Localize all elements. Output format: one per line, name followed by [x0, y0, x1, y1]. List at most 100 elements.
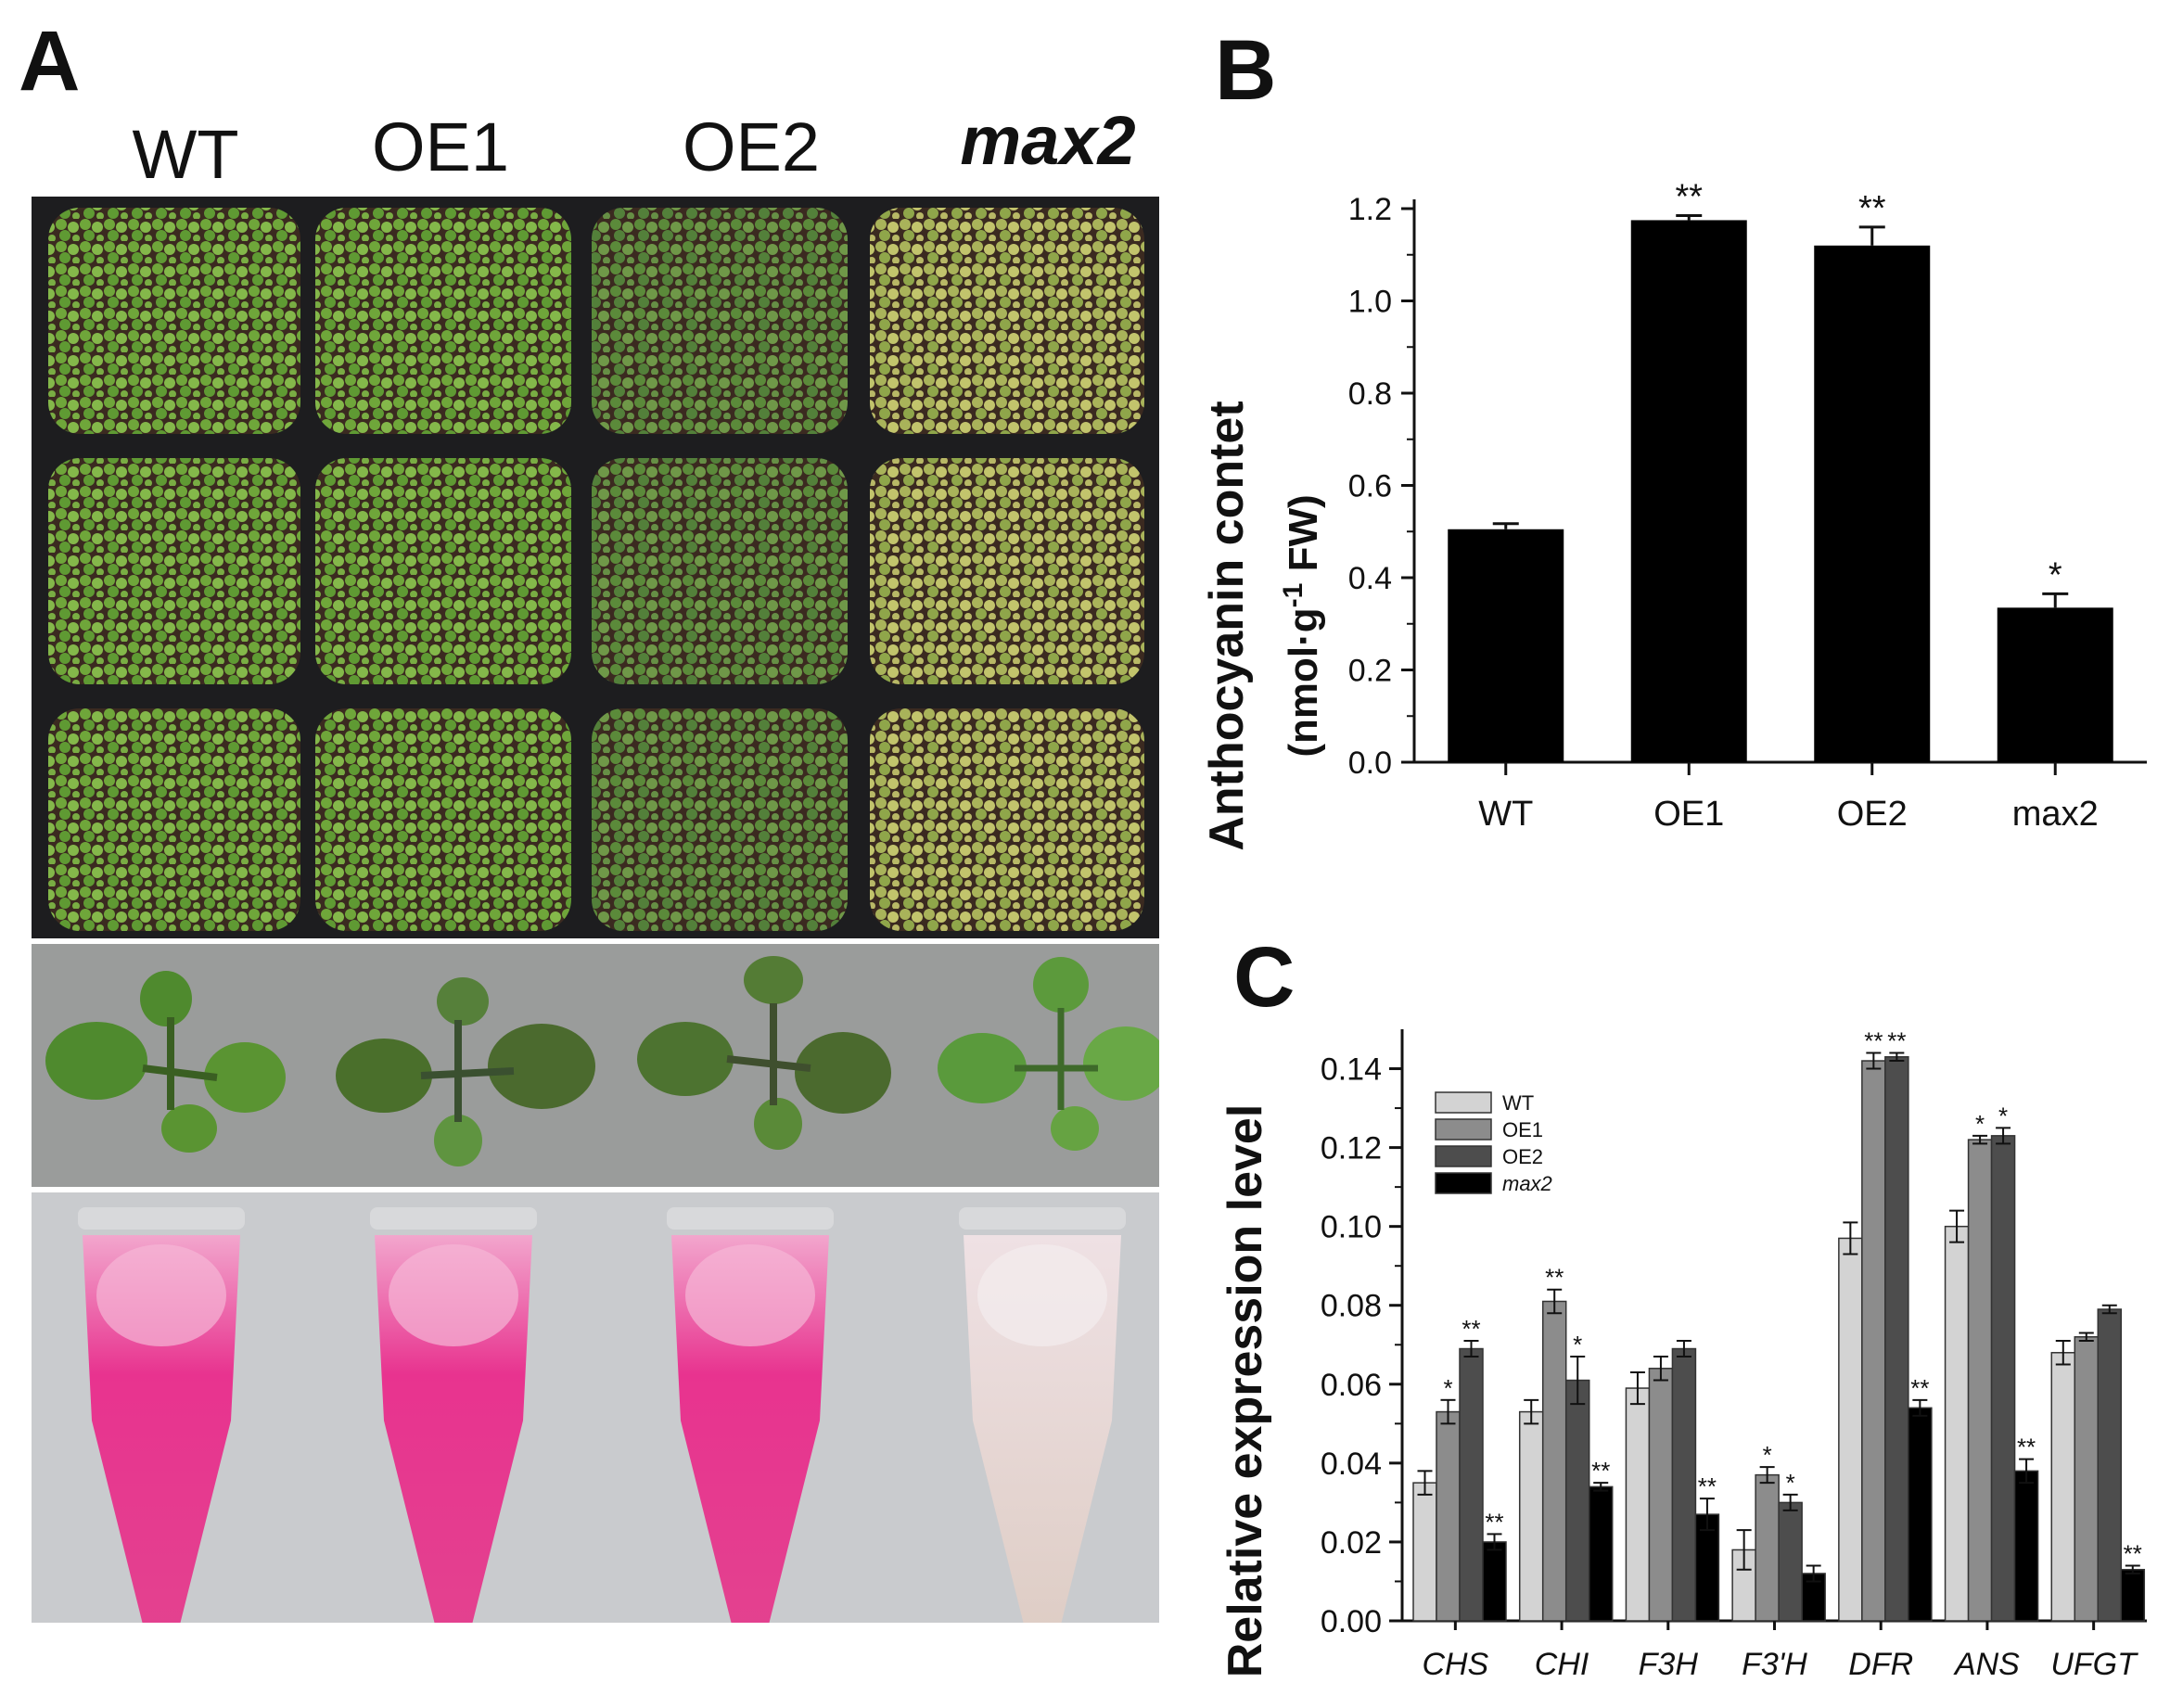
chart-c-significance: *	[1443, 1374, 1452, 1402]
chart-c-significance: *	[1763, 1441, 1772, 1469]
chart-b-significance: **	[1858, 189, 1886, 228]
chart-c-ytick-label: 0.06	[1321, 1368, 1382, 1403]
chart-c-significance: **	[1462, 1315, 1480, 1343]
chart-c-bar	[2050, 1352, 2076, 1622]
rosettes	[45, 956, 1159, 1166]
chart-c-xtick-label: CHI	[1535, 1647, 1589, 1682]
chart-c: Relative expression level 0.00 0.02 0.04 0.…	[1219, 1027, 2147, 1682]
chart-c-significance: *	[1573, 1331, 1582, 1358]
chart-b-significance: *	[2049, 555, 2062, 594]
chart-c-legend-label: max2	[1502, 1172, 1552, 1195]
chart-c-significance: **	[2017, 1434, 2036, 1461]
chart-c-significance: *	[1975, 1110, 1985, 1138]
chart-c-bar	[1588, 1485, 1614, 1622]
chart-c-significance: *	[1786, 1469, 1795, 1497]
chart-c-bar	[1755, 1473, 1780, 1622]
chart-c-ytick-label: 0.12	[1321, 1131, 1382, 1166]
chart-c-bar	[1838, 1237, 1863, 1622]
chart-b-ytick-label: 0.2	[1348, 654, 1392, 689]
chart-b-bar	[1997, 607, 2113, 762]
tubes	[78, 1207, 1126, 1623]
chart-c-bar	[2074, 1336, 2100, 1622]
chart-c-xtick-label: ANS	[1953, 1647, 2020, 1682]
chart-c-bar	[1482, 1541, 1507, 1622]
chart-c-xtick-label: CHS	[1422, 1647, 1488, 1682]
chart-c-significance: **	[1698, 1472, 1717, 1500]
chart-c-bar	[1778, 1501, 1803, 1622]
chart-c-bar	[1884, 1056, 1909, 1622]
chart-c-ytick-label: 0.00	[1321, 1604, 1382, 1639]
chart-c-bar	[1671, 1347, 1697, 1622]
chart-c-legend-label: OE1	[1502, 1118, 1543, 1141]
chart-b: Anthocyanin contet (nmol·g-1 FW) 0.00.20…	[1200, 177, 2147, 851]
chart-c-legend-label: WT	[1502, 1091, 1534, 1115]
genotype-label-max2: max2	[960, 102, 1136, 179]
chart-c-plot: 0.000.020.040.060.080.100.120.14*****CHS…	[1321, 1027, 2147, 1682]
chart-c-ytick-label: 0.10	[1321, 1210, 1382, 1245]
chart-b-bar	[1448, 529, 1564, 762]
genotype-label-oe2: OE2	[682, 108, 821, 185]
chart-c-legend-label: OE2	[1502, 1145, 1543, 1168]
chart-b-significance: **	[1675, 177, 1703, 216]
chart-c-bar	[1518, 1410, 1544, 1622]
chart-c-ytick-label: 0.14	[1321, 1052, 1382, 1088]
chart-c-ytick-label: 0.08	[1321, 1289, 1382, 1324]
chart-c-ylabel: Relative expression level	[1219, 1104, 1272, 1678]
chart-b-ytick-label: 0.8	[1348, 376, 1392, 412]
chart-b-xtick-label: WT	[1478, 795, 1533, 834]
chart-c-bar	[1944, 1225, 1970, 1622]
genotype-label-wt: WT	[132, 116, 239, 193]
chart-b-ytick-label: 0.4	[1348, 561, 1392, 596]
panel-a-photos	[32, 197, 1159, 1623]
chart-c-significance: *	[1998, 1102, 2008, 1129]
chart-b-ytick-label: 1.0	[1348, 285, 1392, 320]
chart-c-significance: **	[2124, 1539, 2142, 1567]
chart-b-bar	[1630, 220, 1747, 762]
chart-c-bar	[1908, 1407, 1933, 1622]
chart-c-bar	[1564, 1379, 1590, 1622]
chart-c-significance: **	[1485, 1508, 1503, 1536]
chart-b-xtick-label: OE1	[1653, 795, 1724, 834]
chart-c-significance: **	[1545, 1264, 1564, 1292]
chart-c-bar	[1648, 1368, 1674, 1622]
chart-c-significance: **	[1887, 1027, 1906, 1055]
genotype-label-oe1: OE1	[371, 108, 510, 185]
chart-c-xtick-label: F3'H	[1742, 1647, 1807, 1682]
chart-b-ylabel-unit: (nmol·g-1 FW)	[1278, 494, 1326, 757]
chart-b-ytick-label: 0.0	[1348, 746, 1392, 781]
chart-c-bar	[1625, 1387, 1651, 1622]
panel-label-b: B	[1215, 23, 1277, 118]
chart-c-xtick-label: UFGT	[2050, 1647, 2138, 1682]
chart-b-xtick-label: max2	[2012, 795, 2099, 834]
chart-c-ytick-label: 0.02	[1321, 1525, 1382, 1561]
chart-c-significance: **	[1910, 1374, 1929, 1402]
chart-c-bar	[1436, 1410, 1461, 1622]
chart-c-legend-swatch	[1435, 1118, 1492, 1141]
chart-c-bar	[2013, 1470, 2039, 1622]
chart-c-legend-swatch	[1435, 1091, 1492, 1114]
chart-c-bar	[1990, 1135, 2016, 1622]
chart-c-significance: **	[1591, 1457, 1610, 1485]
chart-c-legend-swatch	[1435, 1172, 1492, 1194]
chart-b-plot: 0.0 0.2 0.4 0.6 0.8 1.0 1.2 WT OE1 ** OE2 ** max2 *	[1348, 177, 2147, 834]
chart-c-significance: **	[1864, 1027, 1883, 1055]
chart-b-ytick-label: 0.6	[1348, 469, 1392, 504]
chart-b-bar	[1814, 245, 1931, 762]
panel-label-a: A	[19, 14, 81, 108]
chart-c-bar	[1412, 1482, 1437, 1622]
chart-c-legend-swatch	[1435, 1145, 1492, 1167]
chart-c-bar	[2097, 1308, 2123, 1622]
chart-b-xtick-label: OE2	[1837, 795, 1908, 834]
chart-c-bar	[1861, 1060, 1886, 1622]
chart-b-ylabel: Anthocyanin contet	[1200, 401, 1254, 850]
chart-c-ytick-label: 0.04	[1321, 1447, 1382, 1482]
chart-c-bar	[1967, 1139, 1993, 1622]
chart-c-xtick-label: F3H	[1639, 1647, 1699, 1682]
tray-cells	[48, 208, 1144, 931]
chart-c-bar	[1541, 1300, 1567, 1622]
chart-b-yaxis-title: Anthocyanin contet (nmol·g-1 FW)	[1200, 401, 1326, 850]
chart-c-bar	[2120, 1568, 2146, 1622]
chart-c-bar	[1459, 1347, 1484, 1622]
chart-c-xtick-label: DFR	[1848, 1647, 1913, 1682]
chart-b-ytick-label: 1.2	[1348, 192, 1392, 227]
